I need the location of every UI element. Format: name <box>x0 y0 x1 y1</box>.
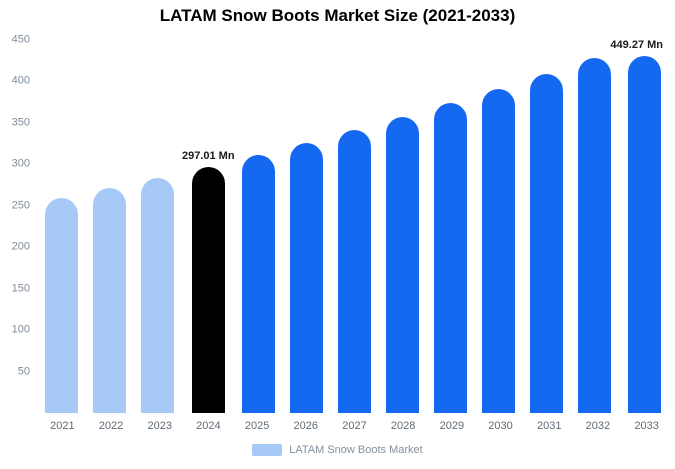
y-tick-label: 400 <box>11 74 30 87</box>
bar-column-2024: 297.01 Mn <box>182 40 235 413</box>
x-tick-label: 2033 <box>634 420 659 432</box>
y-tick-label: 350 <box>11 116 30 129</box>
bar-column-2028 <box>379 40 427 413</box>
bar-2021[interactable] <box>45 198 79 413</box>
x-tick-label: 2025 <box>244 420 270 432</box>
bar-2026[interactable] <box>290 143 324 413</box>
bar-column-2025 <box>235 40 283 413</box>
x-tick-label: 2024 <box>196 420 221 432</box>
bar-value-label: 297.01 Mn <box>181 149 235 162</box>
x-tick-label: 2032 <box>585 420 611 432</box>
bar-column-2022 <box>86 40 134 413</box>
x-tick-label: 2022 <box>98 420 124 432</box>
bar-2028[interactable] <box>385 117 419 413</box>
bar-2032[interactable] <box>577 57 611 413</box>
plot-area: 297.01 Mn 449.27 Mn <box>38 40 671 413</box>
bar-value-label: 449.27 Mn <box>610 39 664 51</box>
x-tick-label: 2031 <box>536 420 562 432</box>
bar-column-2032 <box>570 40 618 413</box>
bar-2030[interactable] <box>481 88 515 413</box>
bar-column-2033: 449.27 Mn <box>610 40 671 413</box>
bar-2031[interactable] <box>529 73 563 413</box>
y-tick-label: 200 <box>11 240 30 253</box>
x-tick-label: 2029 <box>439 420 465 432</box>
y-tick-label: 100 <box>11 323 30 336</box>
x-tick-label: 2030 <box>488 420 513 432</box>
bar-2027[interactable] <box>338 130 371 413</box>
bar-column-2021 <box>38 40 86 413</box>
y-tick-label: 450 <box>11 33 30 46</box>
bar-2025[interactable] <box>242 155 276 413</box>
bar-column-2026 <box>283 40 331 413</box>
chart-title: LATAM Snow Boots Market Size (2021-2033) <box>159 6 516 25</box>
x-tick-label: 2027 <box>342 420 367 432</box>
y-tick-label: 250 <box>11 199 30 212</box>
bar-2022[interactable] <box>93 188 127 413</box>
x-tick-label: 2021 <box>50 420 75 432</box>
x-tick-label: 2023 <box>147 420 172 432</box>
bar-column-2023 <box>134 40 182 413</box>
y-tick-label: 300 <box>11 157 30 170</box>
legend-label[interactable]: LATAM Snow Boots Market <box>289 444 423 456</box>
y-tick-label: 150 <box>11 282 30 295</box>
y-tick-label: 50 <box>17 365 30 378</box>
bar-column-2029 <box>426 40 474 413</box>
y-axis: 50 100 150 200 250 300 350 400 450 <box>0 34 32 413</box>
bar-2033[interactable] <box>628 56 662 413</box>
bar-2029[interactable] <box>433 103 467 413</box>
bar-2023[interactable] <box>141 177 175 413</box>
bar-column-2030 <box>474 40 522 413</box>
x-axis: 2021 2022 2023 2024 2025 2026 2027 2028 2029 2030… <box>38 420 671 432</box>
bar-2024[interactable] <box>191 166 225 413</box>
bar-column-2031 <box>522 40 570 413</box>
x-tick-label: 2028 <box>390 420 416 432</box>
bar-column-2027 <box>331 40 379 413</box>
legend-swatch-icon <box>252 444 283 456</box>
x-tick-label: 2026 <box>293 420 319 432</box>
legend: LATAM Snow Boots Market <box>0 444 675 456</box>
